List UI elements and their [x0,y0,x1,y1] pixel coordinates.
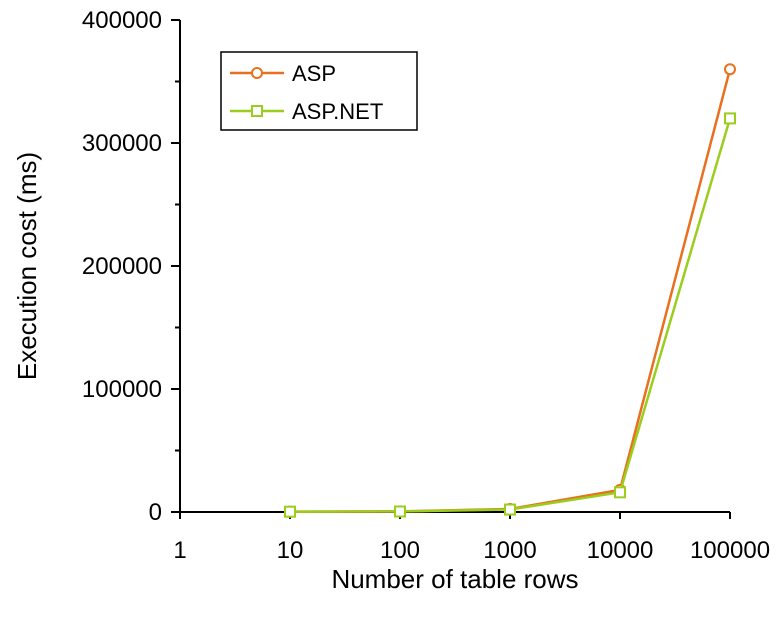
x-tick-label: 10 [277,537,304,564]
x-tick-label: 10000 [587,537,654,564]
data-point-aspnet [394,505,406,518]
data-point-aspnet [284,505,296,518]
series-line-asp [289,68,732,513]
y-tick-label: 200000 [82,253,162,280]
y-axis-title: Execution cost (ms) [12,152,42,380]
series-layer [284,63,736,518]
y-tick-label: 0 [149,499,162,526]
x-axis-title: Number of table rows [331,564,578,594]
y-tick-label: 400000 [82,7,162,34]
legend: ASP ASP.NET [220,51,418,131]
legend-label: ASP.NET [292,99,383,124]
series-line-aspnet [289,118,732,513]
data-point-aspnet [724,112,736,125]
x-axis-ticks: 1 10 100 1000 10000 100000 [173,512,770,564]
legend-label: ASP [292,61,336,86]
x-tick-label: 100000 [690,537,770,564]
y-tick-label: 300000 [82,130,162,157]
x-tick-label: 1 [173,537,186,564]
legend-marker-circle [251,67,263,79]
data-point-asp [724,63,736,76]
y-tick-label: 100000 [82,376,162,403]
x-tick-label: 1000 [483,537,536,564]
y-axis-ticks: 0 100000 200000 300000 400000 [82,7,180,526]
legend-marker-square [251,105,263,117]
data-point-aspnet [504,503,516,516]
data-point-aspnet [614,486,626,499]
x-tick-label: 100 [380,537,420,564]
